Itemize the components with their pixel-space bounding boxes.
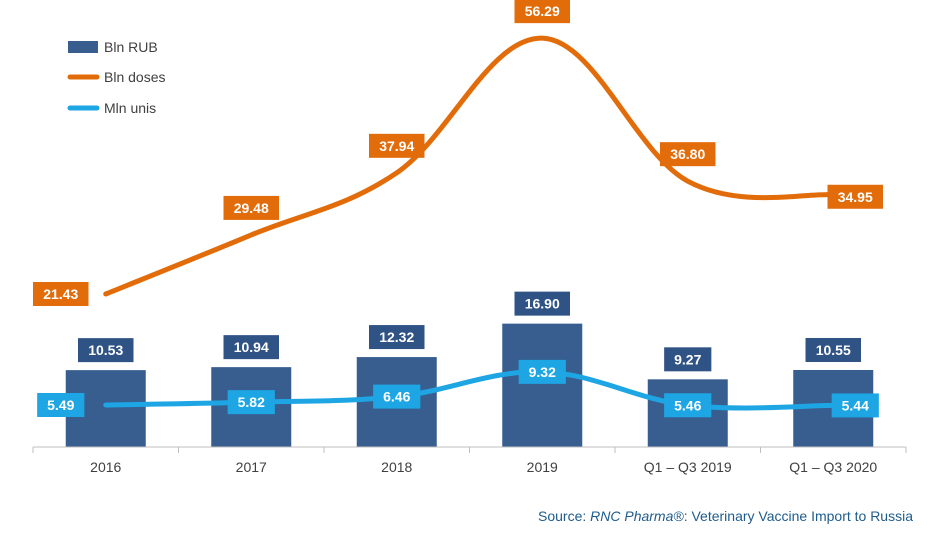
doses-value-label-3-text: 37.94 [379,138,414,154]
doses-value-label-5-text: 36.80 [670,146,705,162]
unis-value-label-5-box [664,393,712,418]
bar-value-label-1-box [78,338,134,363]
bar-value-label-5-box [664,347,712,372]
x-tick-label: Q1 – Q3 2019 [644,459,732,475]
source-brand: RNC Pharma® [590,508,684,524]
x-tick-label: 2017 [236,459,267,475]
bar-value-label-1: 10.53 [78,338,134,363]
unis-value-label-5-text: 5.46 [674,397,701,413]
doses-value-label-3: 37.94 [369,133,425,158]
legend-label: Bln doses [104,69,165,85]
x-tick-label: 2018 [381,459,412,475]
doses-value-label-1: 21.43 [33,282,89,306]
doses-value-label-5-box [660,142,716,167]
doses-value-label-2: 29.48 [223,195,279,220]
unis-value-label-2-text: 5.82 [238,394,265,410]
unis-value-label-1-box [37,393,85,417]
data-labels-group: 10.53 10.94 12.32 16.90 9.27 10.55 21.43 29.48 3… [33,0,883,418]
bar-value-label-3-text: 12.32 [379,329,414,345]
bar-value-label-2-text: 10.94 [234,339,269,355]
doses-value-label-5: 36.80 [660,142,716,167]
bars-group [65,323,874,447]
unis-value-label-2: 5.82 [227,390,275,415]
bar-value-label-4: 16.90 [514,291,570,316]
unis-value-label-5: 5.46 [664,393,712,418]
x-axis: 2016 2017 2018 2019 Q1 – Q3 2019 Q1 – Q3 2020 [32,446,907,475]
bar-value-label-4-text: 16.90 [525,296,560,312]
unis-value-label-6: 5.44 [831,393,879,418]
bar-value-label-2: 10.94 [223,335,279,360]
bar-4 [502,323,583,447]
doses-value-label-2-box [223,195,279,220]
unis-value-label-3-text: 6.46 [383,389,410,405]
unis-value-label-3: 6.46 [373,384,421,409]
bar-value-label-5-text: 9.27 [674,351,701,367]
doses-value-label-6-box [827,184,883,209]
doses-value-label-6: 34.95 [827,184,883,209]
bar-value-label-1-text: 10.53 [88,342,123,358]
doses-value-label-6-text: 34.95 [838,189,873,205]
lines-group [103,35,836,411]
doses-value-label-1-box [33,282,89,306]
unis-value-label-3-box [373,384,421,409]
legend-label: Mln unis [104,100,156,116]
bar-value-label-3: 12.32 [369,325,425,350]
unis-value-label-4-text: 9.32 [529,364,556,380]
unis-value-label-1-text: 5.49 [47,397,74,413]
bar-value-label-6: 10.55 [805,337,861,362]
doses-value-label-1-text: 21.43 [43,286,78,302]
unis-value-label-1: 5.49 [37,393,85,417]
x-tick-label: 2019 [527,459,558,475]
source-prefix: Source: [538,508,591,524]
doses-value-label-2-text: 29.48 [234,200,269,216]
source-note: Source: RNC Pharma®: Veterinary Vaccine … [538,508,913,524]
legend: Bln RUB Bln doses Mln unis [67,39,165,116]
bar-value-label-6-box [805,337,861,362]
x-tick-label: Q1 – Q3 2020 [789,459,877,475]
unis-value-label-6-text: 5.44 [842,397,869,413]
unis-value-label-2-box [227,390,275,415]
bar-value-label-3-box [369,325,425,350]
unis-value-label-4-box [518,359,566,384]
bar-value-label-2-box [223,335,279,360]
bar-value-label-5: 9.27 [664,347,712,372]
bar-value-label-6-text: 10.55 [816,342,851,358]
doses-value-label-3-box [369,133,425,158]
doses-value-label-4-box [514,0,570,24]
unis-value-label-6-box [831,393,879,418]
x-tick-label: 2016 [90,459,121,475]
legend-swatch-bar [68,41,98,53]
line-bln-doses [103,35,836,297]
source-suffix: : Veterinary Vaccine Import to Russia [683,508,913,524]
doses-value-label-4-text: 56.29 [525,3,560,19]
legend-label: Bln RUB [104,39,158,55]
doses-value-label-4: 56.29 [514,0,570,24]
unis-value-label-4: 9.32 [518,359,566,384]
bar-value-label-4-box [514,291,570,316]
